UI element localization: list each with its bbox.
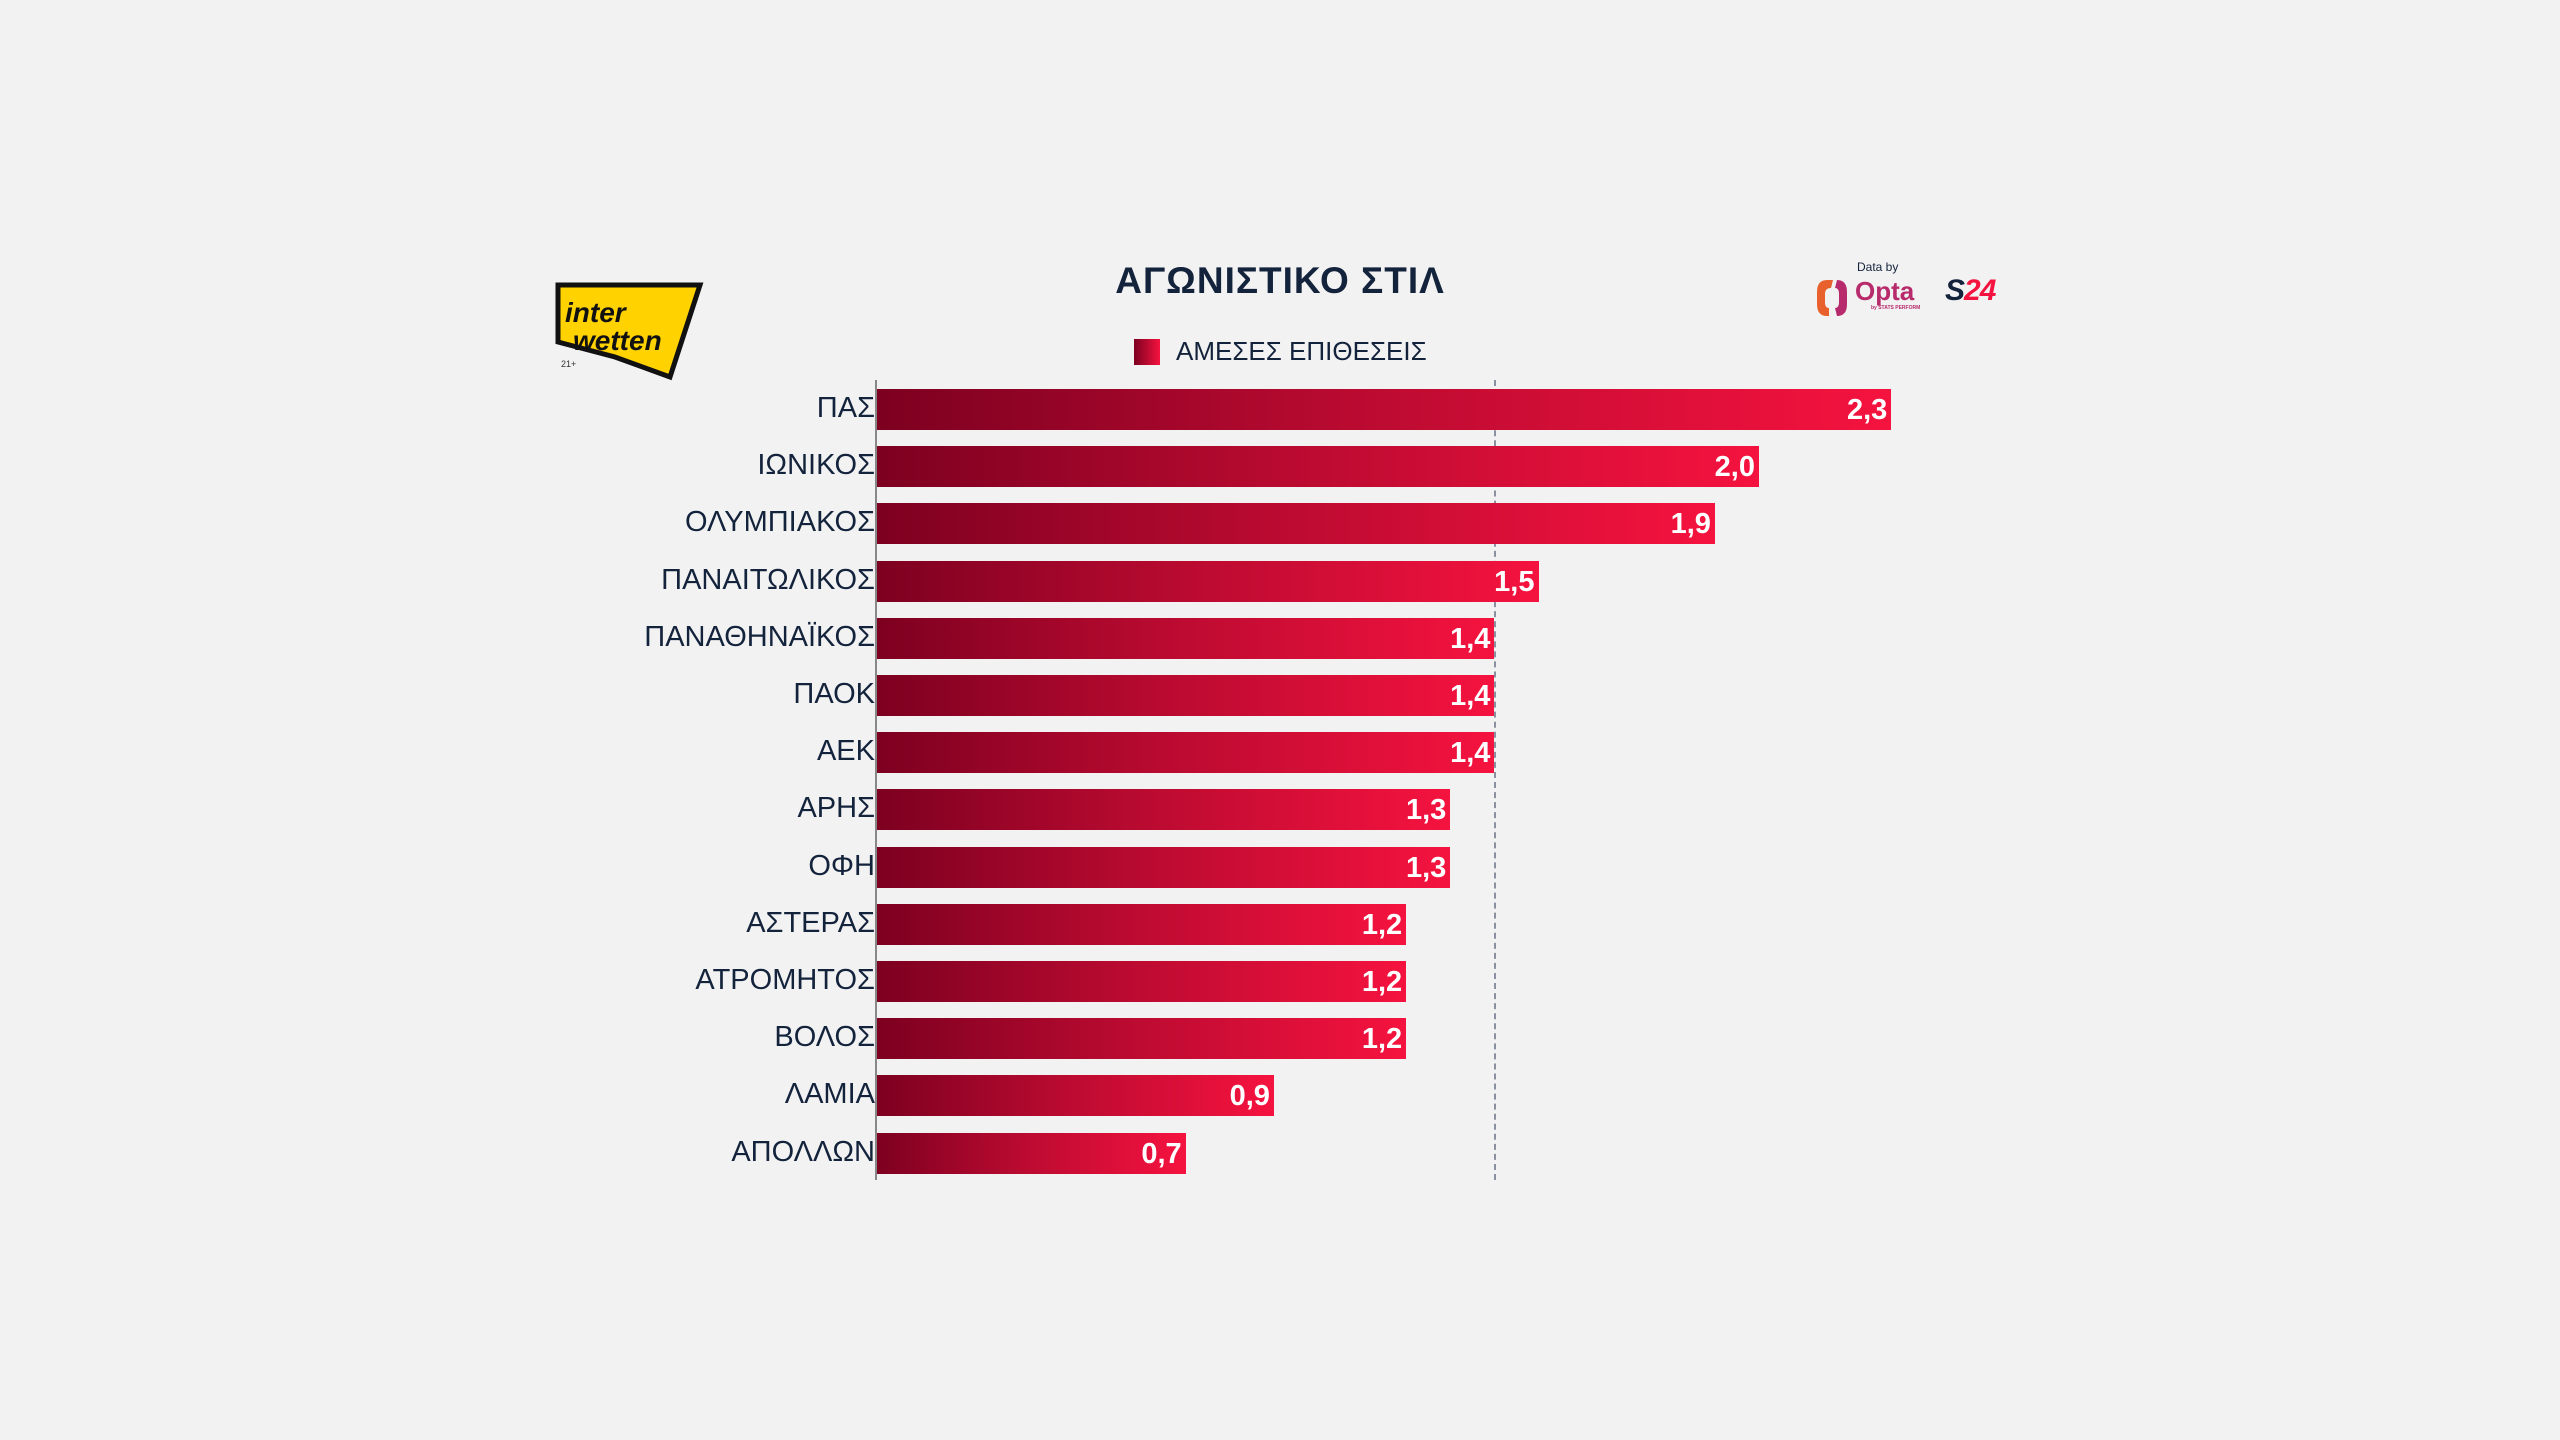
bar: 1,5	[877, 560, 1539, 602]
category-label: ΟΦΗ	[808, 849, 875, 882]
category-label: ΑΣΤΕΡΑΣ	[746, 906, 875, 939]
value-label: 1,4	[1450, 622, 1491, 655]
category-label: ΑΕΚ	[816, 735, 875, 768]
legend: ΑΜΕΣΕΣ ΕΠΙΘΕΣΕΙΣ	[1134, 336, 1427, 367]
bar: 1,9	[877, 503, 1715, 545]
category-label: ΒΟΛΟΣ	[774, 1021, 875, 1054]
category-label: ΠΑΝΑΙΤΩΛΙΚΟΣ	[661, 563, 875, 596]
bar: 1,4	[877, 732, 1495, 774]
category-label: ΠΑΟΚ	[793, 678, 875, 710]
data-credits: Data by Opta by STATS PERFORM S24	[1815, 260, 2025, 320]
legend-swatch	[1134, 338, 1160, 365]
y-axis-line	[875, 380, 877, 1180]
category-label: ΠΑΝΑΘΗΝΑΪΚΟΣ	[644, 620, 875, 653]
opta-logo-text: Opta	[1855, 276, 1915, 306]
value-label: 1,3	[1405, 851, 1447, 884]
value-label: 2,3	[1846, 394, 1888, 426]
opta-icon	[1817, 280, 1847, 316]
value-label: 0,9	[1229, 1080, 1270, 1113]
category-label: ΟΛΥΜΠΙΑΚΟΣ	[684, 506, 875, 539]
bar: 1,2	[877, 1018, 1407, 1060]
value-label: 2,0	[1714, 451, 1755, 484]
value-label: 1,2	[1361, 908, 1403, 941]
value-label: 1,4	[1450, 737, 1491, 770]
category-label: ΑΠΟΛΛΩΝ	[731, 1135, 875, 1168]
value-label: 1,2	[1361, 1023, 1403, 1056]
value-label: 1,2	[1361, 966, 1403, 998]
value-label: 1,9	[1670, 508, 1711, 541]
legend-label: ΑΜΕΣΕΣ ΕΠΙΘΕΣΕΙΣ	[1176, 336, 1427, 366]
value-label: 1,3	[1405, 794, 1447, 827]
s24-logo: S24	[1945, 274, 1996, 307]
value-label: 0,7	[1141, 1137, 1182, 1170]
chart-title: ΑΓΩΝΙΣΤΙΚΟ ΣΤΙΛ	[1115, 260, 1445, 301]
category-label: ΙΩΝΙΚΟΣ	[757, 449, 875, 482]
bar: 1,4	[877, 675, 1495, 716]
data-by-label: Data by	[1857, 260, 1899, 274]
category-label: ΛΑΜΙΑ	[784, 1078, 875, 1111]
bar: 1,3	[877, 846, 1451, 888]
reference-line	[1494, 380, 1497, 1180]
svg-text:wetten: wetten	[573, 325, 662, 356]
bar: 2,3	[877, 389, 1892, 430]
bar: 2,0	[877, 446, 1759, 488]
interwetten-logo: inter wetten 21+	[555, 282, 705, 387]
bar: 1,2	[877, 903, 1407, 945]
bar: 1,4	[877, 617, 1495, 659]
category-label: ΑΡΗΣ	[797, 792, 875, 825]
bar: 0,7	[877, 1132, 1186, 1174]
category-label: ΑΤΡΟΜΗΤΟΣ	[695, 964, 875, 996]
value-label: 1,4	[1450, 680, 1491, 712]
bar: 1,3	[877, 789, 1451, 831]
svg-text:inter: inter	[565, 297, 628, 328]
bar: 0,9	[877, 1075, 1274, 1117]
category-label: ΠΑΣ	[816, 392, 875, 424]
opta-sub-text: by STATS PERFORM	[1871, 305, 1921, 311]
svg-text:21+: 21+	[561, 359, 576, 369]
bar: 1,2	[877, 961, 1407, 1002]
value-label: 1,5	[1494, 565, 1535, 598]
